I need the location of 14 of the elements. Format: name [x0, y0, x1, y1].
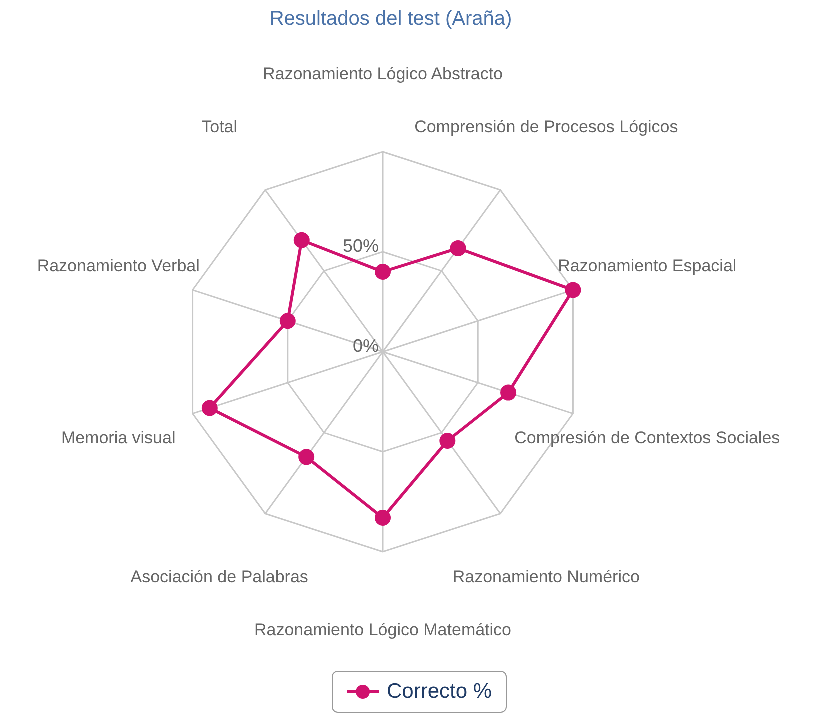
spoke-label: Compresión de Contextos Sociales — [514, 428, 780, 448]
spoke-label: Razonamiento Lógico Abstracto — [262, 64, 504, 84]
spoke-label: Comprensión de Procesos Lógicos — [414, 118, 678, 137]
y-tick-label: 50% — [342, 236, 379, 256]
spoke-label: Razonamiento Lógico Matemático — [254, 620, 512, 640]
spoke-label: Memoria visual — [61, 428, 176, 448]
spoke-label: Razonamiento Verbal — [37, 256, 200, 276]
chart-title: Resultados del test (Araña) — [268, 8, 514, 31]
y-tick-label: 0% — [352, 336, 379, 356]
spoke-label: Total — [202, 118, 238, 137]
spoke-label: Asociación de Palabras — [130, 567, 308, 586]
legend-label: Correcto % — [386, 680, 492, 704]
spoke-label: Razonamiento Espacial — [558, 256, 737, 276]
spoke-label: Razonamiento Numérico — [452, 567, 640, 586]
